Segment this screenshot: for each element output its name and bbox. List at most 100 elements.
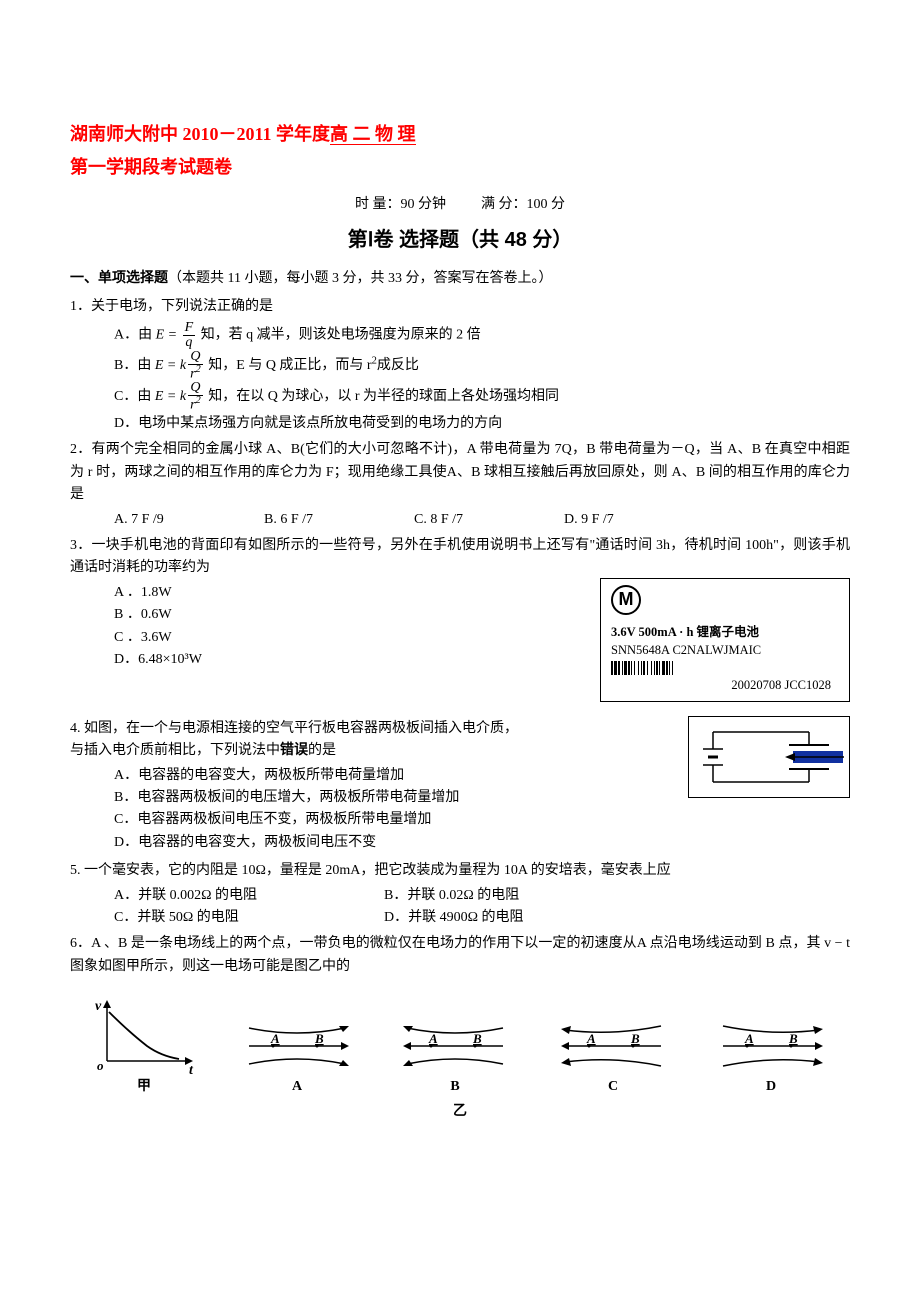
q6-stem: 6．A 、B 是一条电场线上的两个点，一带负电的微粒仅在电场力的作用下以一定的初… bbox=[70, 933, 850, 978]
q1-a-frac: Fq bbox=[183, 321, 196, 350]
q3: 3．一块手机电池的背面印有如图所示的一些符号，另外在手机使用说明书上还写有"通话… bbox=[70, 535, 850, 702]
q6-field-d: A B D bbox=[711, 1016, 831, 1098]
field-b-svg: A B bbox=[395, 1016, 515, 1076]
q1-a-suffix: 知，若 q 减半，则该处电场强度为原来的 2 倍 bbox=[201, 327, 481, 342]
q5-stem: 5. 一个毫安表，它的内阻是 10Ω，量程是 20mA，把它改装成为量程为 10… bbox=[70, 860, 850, 882]
q6-field-a: A B A bbox=[237, 1016, 357, 1098]
q4-stem-bold: 错误 bbox=[280, 743, 308, 758]
svg-text:B: B bbox=[472, 1031, 482, 1046]
svg-text:A: A bbox=[744, 1031, 754, 1046]
label-a: A bbox=[237, 1076, 357, 1098]
q1-a-lhs: E = bbox=[156, 327, 181, 342]
time-value: 90 分钟 bbox=[401, 197, 447, 212]
part1-header: 第Ⅰ卷 选择题（共 48 分） bbox=[70, 224, 850, 256]
section1-label: 一、单项选择题 bbox=[70, 271, 168, 286]
q1-b-frac: Qr2 bbox=[188, 350, 203, 382]
q2-opt-b: B. 6 F /7 bbox=[264, 509, 414, 531]
barcode-icon bbox=[611, 661, 839, 675]
q2: 2．有两个完全相同的金属小球 A、B(它们的大小可忽略不计)，A 带电荷量为 7… bbox=[70, 439, 850, 531]
svg-text:B: B bbox=[314, 1031, 324, 1046]
field-c-svg: A B bbox=[553, 1016, 673, 1076]
origin-label: o bbox=[97, 1058, 104, 1073]
exam-title-line2: 第一学期段考试题卷 bbox=[70, 153, 850, 182]
q6-field-b: A B B bbox=[395, 1016, 515, 1098]
q2-stem: 2．有两个完全相同的金属小球 A、B(它们的大小可忽略不计)，A 带电荷量为 7… bbox=[70, 439, 850, 506]
label-c: C bbox=[553, 1076, 673, 1098]
q1-b-den: r2 bbox=[188, 365, 203, 382]
q1-c-frac: Qr2 bbox=[188, 381, 203, 413]
q4: 4. 如图，在一个与电源相连接的空气平行板电容器两极板间插入电介质， 与插入电介… bbox=[70, 718, 850, 856]
section1-detail: （本题共 11 小题，每小题 3 分，共 33 分，答案写在答卷上。） bbox=[168, 271, 552, 286]
q5-opt-c: C．并联 50Ω 的电阻 bbox=[114, 907, 384, 929]
q1-b-num: Q bbox=[188, 350, 203, 365]
battery-label-box: 3.6V 500mA · h 锂离子电池 SNN5648A C2NALWJMAI… bbox=[600, 578, 850, 702]
q5: 5. 一个毫安表，它的内阻是 10Ω，量程是 20mA，把它改装成为量程为 10… bbox=[70, 860, 850, 929]
q2-options: A. 7 F /9 B. 6 F /7 C. 8 F /7 D. 9 F /7 bbox=[70, 509, 850, 531]
battery-date: 20020708 JCC1028 bbox=[611, 677, 839, 695]
q6-diagrams: v t o 甲 A B A bbox=[70, 996, 850, 1098]
q1-c-num: Q bbox=[188, 381, 203, 396]
vt-graph-svg: v t o bbox=[89, 996, 199, 1076]
q4-stem3: 的是 bbox=[308, 743, 336, 758]
q1-b-lhs: E = k bbox=[155, 358, 186, 373]
q1: 1．关于电场，下列说法正确的是 A．由 E = Fq 知，若 q 减半，则该处电… bbox=[70, 296, 850, 435]
q1-c-lhs: E = k bbox=[155, 389, 186, 404]
q2-opt-c: C. 8 F /7 bbox=[414, 509, 564, 531]
title-prefix: 湖南师大附中 2010－2011 学年度 bbox=[70, 124, 330, 144]
score-value: 100 分 bbox=[527, 197, 566, 212]
svg-text:B: B bbox=[788, 1031, 798, 1046]
q4-opt-d: D．电容器的电容变大，两极板间电压不变 bbox=[114, 832, 850, 854]
capacitor-svg bbox=[689, 717, 849, 797]
exam-title-line1: 湖南师大附中 2010－2011 学年度高 二 物 理 bbox=[70, 120, 850, 149]
label-jia: 甲 bbox=[89, 1076, 199, 1098]
label-d: D bbox=[711, 1076, 831, 1098]
q1-b-suffix: 知，E 与 Q 成正比，而与 r bbox=[208, 358, 371, 373]
q1-a-num: F bbox=[183, 321, 196, 336]
q1-b-prefix: B．由 bbox=[114, 358, 151, 373]
q4-opt-c: C．电容器两极板间电压不变，两极板所带电量增加 bbox=[114, 809, 850, 831]
battery-spec: 3.6V 500mA · h 锂离子电池 bbox=[611, 624, 839, 642]
q5-opt-d: D．并联 4900Ω 的电阻 bbox=[384, 907, 534, 929]
q1-opt-a: A．由 E = Fq 知，若 q 减半，则该处电场强度为原来的 2 倍 bbox=[114, 321, 850, 350]
q1-c-den: r2 bbox=[188, 396, 203, 413]
field-a-svg: A B bbox=[237, 1016, 357, 1076]
q1-c-prefix: C．由 bbox=[114, 389, 151, 404]
svg-text:A: A bbox=[428, 1031, 438, 1046]
capacitor-circuit-diagram bbox=[688, 716, 850, 798]
q1-stem: 1．关于电场，下列说法正确的是 bbox=[70, 296, 850, 318]
svg-text:B: B bbox=[630, 1031, 640, 1046]
battery-model: SNN5648A C2NALWJMAIC bbox=[611, 642, 839, 660]
time-label: 时 量： bbox=[355, 197, 401, 212]
q2-opt-d: D. 9 F /7 bbox=[564, 509, 714, 531]
q6: 6．A 、B 是一条电场线上的两个点，一带负电的微粒仅在电场力的作用下以一定的初… bbox=[70, 933, 850, 1123]
q1-options: A．由 E = Fq 知，若 q 减半，则该处电场强度为原来的 2 倍 B．由 … bbox=[70, 321, 850, 436]
v-axis-label: v bbox=[95, 999, 102, 1014]
q1-b-den-sup: 2 bbox=[196, 364, 201, 375]
label-yi: 乙 bbox=[70, 1101, 850, 1123]
q1-opt-c: C．由 E = kQr2 知，在以 Q 为球心，以 r 为半径的球面上各处场强均… bbox=[114, 381, 850, 413]
q1-c-suffix: 知，在以 Q 为球心，以 r 为半径的球面上各处场强均相同 bbox=[208, 389, 559, 404]
q4-stem2: 与插入电介质前相比，下列说法中 bbox=[70, 743, 280, 758]
t-axis-label: t bbox=[189, 1063, 194, 1076]
q5-opt-a: A．并联 0.002Ω 的电阻 bbox=[114, 885, 384, 907]
svg-text:A: A bbox=[586, 1031, 596, 1046]
q2-opt-a: A. 7 F /9 bbox=[114, 509, 264, 531]
q6-graph-jia: v t o 甲 bbox=[89, 996, 199, 1098]
motorola-logo-icon bbox=[611, 585, 641, 615]
field-d-svg: A B bbox=[711, 1016, 831, 1076]
svg-text:A: A bbox=[270, 1031, 280, 1046]
score-label: 满 分： bbox=[481, 197, 527, 212]
q1-a-prefix: A．由 bbox=[114, 327, 152, 342]
q1-c-den-sup: 2 bbox=[196, 395, 201, 406]
q5-opt-b: B．并联 0.02Ω 的电阻 bbox=[384, 885, 534, 907]
q1-a-den: q bbox=[183, 336, 196, 350]
q6-field-c: A B C bbox=[553, 1016, 673, 1098]
title-underlined: 高 二 物 理 bbox=[330, 124, 416, 145]
q1-b-suffix2: 成反比 bbox=[377, 358, 419, 373]
label-b: B bbox=[395, 1076, 515, 1098]
exam-info-line: 时 量：90 分钟 满 分：100 分 bbox=[70, 194, 850, 216]
section1-title: 一、单项选择题（本题共 11 小题，每小题 3 分，共 33 分，答案写在答卷上… bbox=[70, 268, 850, 290]
q3-stem: 3．一块手机电池的背面印有如图所示的一些符号，另外在手机使用说明书上还写有"通话… bbox=[70, 535, 850, 580]
q1-opt-d: D．电场中某点场强方向就是该点所放电荷受到的电场力的方向 bbox=[114, 413, 850, 435]
q5-options: A．并联 0.002Ω 的电阻 B．并联 0.02Ω 的电阻 C．并联 50Ω … bbox=[70, 885, 850, 930]
